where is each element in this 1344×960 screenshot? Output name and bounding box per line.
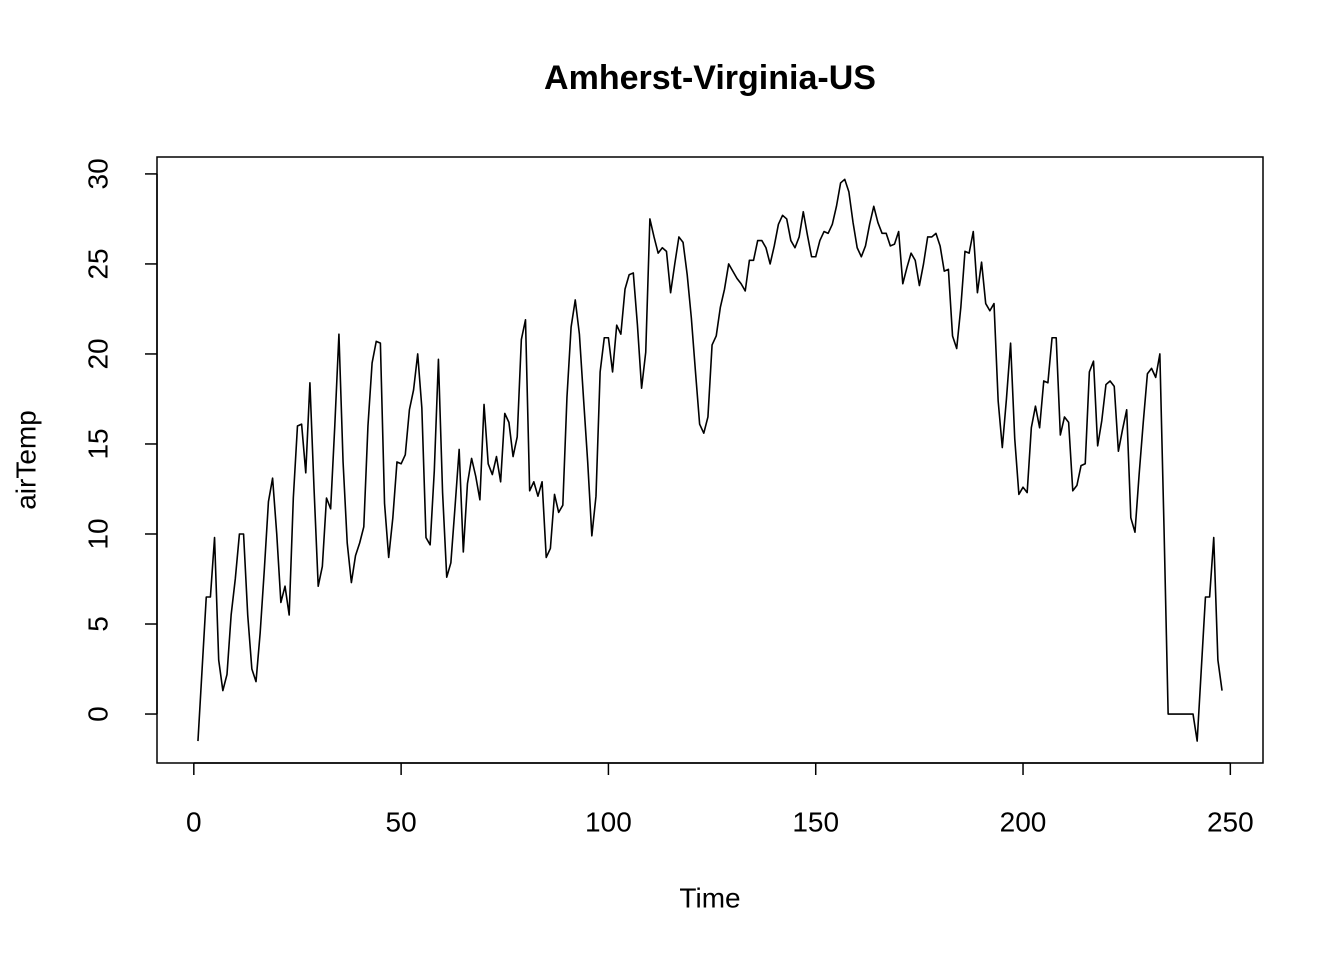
plot-frame xyxy=(156,156,1264,764)
y-tick-label: 0 xyxy=(82,706,113,722)
x-tick-label: 250 xyxy=(1207,806,1254,837)
y-tick-label: 30 xyxy=(82,158,113,189)
x-tick-label: 50 xyxy=(386,806,417,837)
x-tick-label: 0 xyxy=(186,806,202,837)
y-axis-label: airTemp xyxy=(10,410,41,510)
x-tick-label: 100 xyxy=(585,806,632,837)
chart-title: Amherst-Virginia-US xyxy=(544,59,876,97)
y-tick-label: 5 xyxy=(82,616,113,632)
y-tick-label: 10 xyxy=(82,518,113,549)
y-tick-label: 25 xyxy=(82,248,113,279)
x-tick-label: 200 xyxy=(1000,806,1047,837)
y-tick-label: 15 xyxy=(82,428,113,459)
y-tick-label: 20 xyxy=(82,338,113,369)
data-line xyxy=(197,178,1223,742)
x-axis-label: Time xyxy=(679,882,740,913)
x-tick-label: 150 xyxy=(792,806,839,837)
